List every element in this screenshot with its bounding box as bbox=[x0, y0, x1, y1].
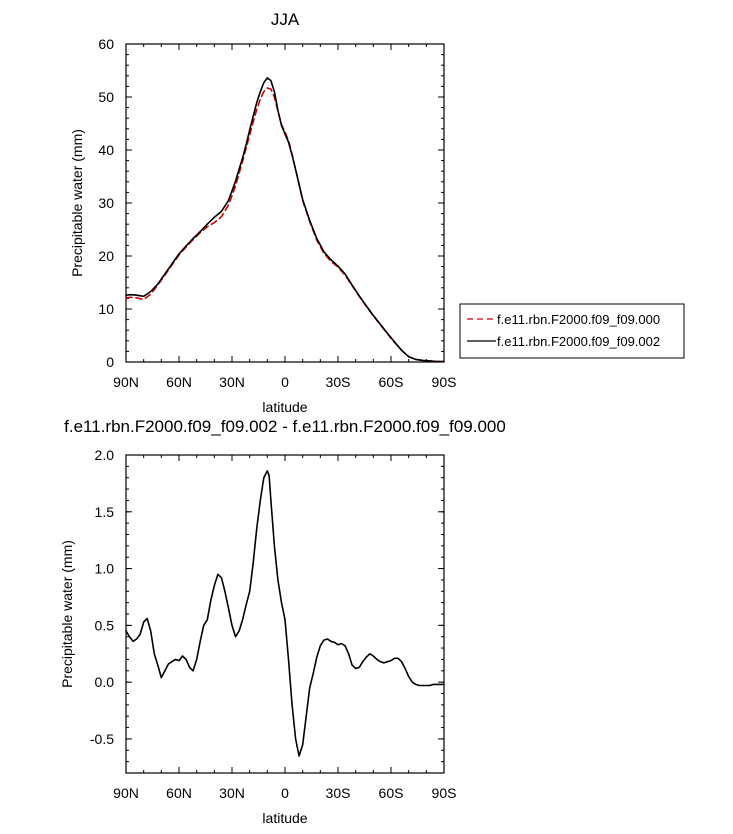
bottom-x-axis-label: latitude bbox=[262, 810, 307, 826]
top-plot-frame bbox=[125, 43, 445, 363]
legend-box bbox=[459, 303, 685, 359]
y-tick-label: 60 bbox=[98, 36, 114, 52]
top-y-axis-label: Precipitable water (mm) bbox=[69, 129, 85, 277]
y-tick-label: 30 bbox=[98, 195, 114, 211]
series-line-0 bbox=[125, 87, 445, 363]
y-tick-label: 2.0 bbox=[95, 447, 115, 463]
y-tick-label: 0 bbox=[106, 354, 114, 370]
x-tick-label: 90S bbox=[432, 785, 457, 801]
legend: f.e11.rbn.F2000.f09_f09.000 f.e11.rbn.F2… bbox=[459, 303, 685, 359]
legend-label-series-1: f.e11.rbn.F2000.f09_f09.002 bbox=[497, 334, 660, 349]
x-tick-label: 0 bbox=[281, 785, 289, 801]
top-x-tick-labels: 90N 60N 30N 0 30S 60S 90S bbox=[113, 374, 456, 390]
y-tick-label: -0.5 bbox=[90, 731, 114, 747]
x-tick-label: 60N bbox=[166, 785, 192, 801]
x-tick-label: 30N bbox=[219, 785, 245, 801]
x-tick-label: 60S bbox=[379, 785, 404, 801]
y-tick-label: 40 bbox=[98, 142, 114, 158]
x-tick-label: 30S bbox=[326, 374, 351, 390]
top-y-tick-labels: 0 10 20 30 40 50 60 bbox=[98, 36, 114, 370]
top-panel: JJA 90N 60N 30N 0 30S 60S 90S 0 10 20 30 40 50 60 la… bbox=[69, 10, 685, 415]
x-tick-label: 90N bbox=[113, 374, 139, 390]
top-axis-ticks bbox=[125, 43, 445, 363]
y-tick-label: 20 bbox=[98, 248, 114, 264]
top-x-axis-label: latitude bbox=[262, 399, 307, 415]
x-tick-label: 60N bbox=[166, 374, 192, 390]
x-tick-label: 90S bbox=[432, 374, 457, 390]
top-chart-title: JJA bbox=[271, 10, 300, 29]
bottom-axis-ticks bbox=[125, 454, 445, 774]
bottom-panel: f.e11.rbn.F2000.f09_f09.002 - f.e11.rbn.… bbox=[59, 417, 506, 826]
top-series-lines bbox=[125, 77, 445, 363]
y-tick-label: 10 bbox=[98, 301, 114, 317]
legend-label-series-0: f.e11.rbn.F2000.f09_f09.000 bbox=[497, 312, 660, 327]
bottom-plot-frame bbox=[125, 454, 445, 774]
bottom-chart-title: f.e11.rbn.F2000.f09_f09.002 - f.e11.rbn.… bbox=[64, 417, 506, 436]
x-tick-label: 60S bbox=[379, 374, 404, 390]
bottom-y-tick-labels: -0.5 0.0 0.5 1.0 1.5 2.0 bbox=[90, 447, 114, 747]
y-tick-label: 1.0 bbox=[95, 561, 115, 577]
x-tick-label: 0 bbox=[281, 374, 289, 390]
bottom-x-tick-labels: 90N 60N 30N 0 30S 60S 90S bbox=[113, 785, 456, 801]
y-tick-label: 50 bbox=[98, 89, 114, 105]
series-line-1 bbox=[125, 77, 445, 363]
x-tick-label: 90N bbox=[113, 785, 139, 801]
x-tick-label: 30N bbox=[219, 374, 245, 390]
x-tick-label: 30S bbox=[326, 785, 351, 801]
y-tick-label: 0.5 bbox=[95, 617, 115, 633]
bottom-y-axis-label: Precipitable water (mm) bbox=[59, 540, 75, 688]
y-tick-label: 1.5 bbox=[95, 504, 115, 520]
bottom-series-lines bbox=[125, 470, 445, 757]
series-line-0 bbox=[125, 470, 445, 757]
y-tick-label: 0.0 bbox=[95, 674, 115, 690]
